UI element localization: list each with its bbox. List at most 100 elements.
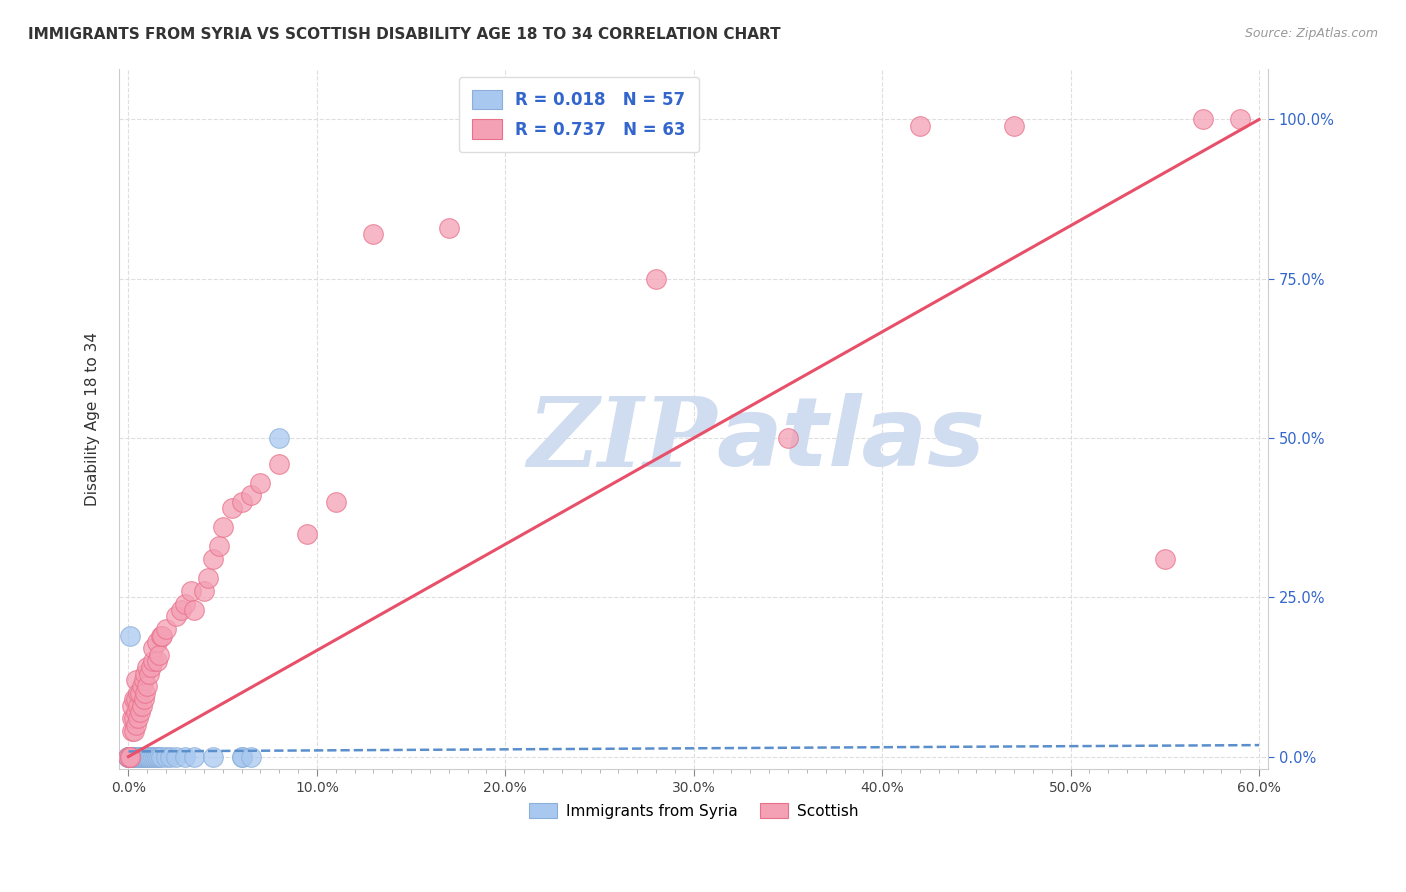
Point	[120, 628, 142, 642]
Point	[120, 749, 142, 764]
Point	[269, 457, 291, 471]
Point	[180, 583, 202, 598]
Text: IMMIGRANTS FROM SYRIA VS SCOTTISH DISABILITY AGE 18 TO 34 CORRELATION CHART: IMMIGRANTS FROM SYRIA VS SCOTTISH DISABI…	[28, 27, 780, 42]
Point	[121, 749, 143, 764]
Point	[183, 749, 205, 764]
Point	[136, 749, 159, 764]
Point	[149, 749, 172, 764]
Point	[125, 749, 148, 764]
Point	[197, 571, 219, 585]
Point	[193, 583, 215, 598]
Point	[239, 488, 262, 502]
Point	[120, 749, 142, 764]
Point	[231, 749, 253, 764]
Point	[776, 431, 799, 445]
Point	[125, 749, 148, 764]
Point	[117, 749, 139, 764]
Point	[363, 227, 385, 242]
Point	[165, 609, 187, 624]
Point	[645, 272, 668, 286]
Point	[145, 654, 167, 668]
Point	[145, 635, 167, 649]
Point	[117, 749, 139, 764]
Point	[134, 686, 156, 700]
Point	[136, 680, 159, 694]
Point	[231, 749, 253, 764]
Point	[131, 680, 153, 694]
Point	[122, 711, 145, 725]
Point	[120, 749, 142, 764]
Point	[297, 526, 319, 541]
Text: ZIP: ZIP	[527, 393, 717, 487]
Point	[159, 749, 181, 764]
Point	[269, 431, 291, 445]
Point	[134, 749, 156, 764]
Point	[117, 749, 139, 764]
Point	[120, 749, 142, 764]
Point	[132, 749, 155, 764]
Point	[148, 749, 170, 764]
Point	[231, 494, 253, 508]
Point	[121, 749, 143, 764]
Point	[120, 749, 142, 764]
Point	[125, 749, 148, 764]
Point	[155, 622, 177, 636]
Point	[127, 698, 149, 713]
Point	[127, 749, 149, 764]
Point	[121, 749, 143, 764]
Point	[139, 660, 162, 674]
Point	[128, 705, 150, 719]
Point	[132, 749, 155, 764]
Point	[1153, 552, 1175, 566]
Point	[138, 749, 160, 764]
Point	[145, 749, 167, 764]
Point	[122, 692, 145, 706]
Point	[125, 717, 148, 731]
Point	[174, 597, 197, 611]
Point	[202, 749, 225, 764]
Point	[125, 673, 148, 687]
Point	[142, 654, 165, 668]
Text: Source: ZipAtlas.com: Source: ZipAtlas.com	[1244, 27, 1378, 40]
Point	[1229, 112, 1251, 127]
Point	[221, 501, 243, 516]
Point	[122, 724, 145, 739]
Point	[122, 749, 145, 764]
Point	[239, 749, 262, 764]
Point	[183, 603, 205, 617]
Point	[148, 648, 170, 662]
Point	[120, 749, 142, 764]
Point	[170, 603, 193, 617]
Point	[125, 692, 148, 706]
Point	[122, 749, 145, 764]
Point	[139, 749, 162, 764]
Point	[142, 641, 165, 656]
Point	[117, 749, 139, 764]
Point	[531, 119, 554, 133]
Point	[121, 711, 143, 725]
Point	[127, 749, 149, 764]
Point	[149, 628, 172, 642]
Point	[127, 711, 149, 725]
Point	[155, 749, 177, 764]
Point	[127, 749, 149, 764]
Y-axis label: Disability Age 18 to 34: Disability Age 18 to 34	[86, 332, 100, 506]
Point	[136, 660, 159, 674]
Point	[136, 749, 159, 764]
Point	[150, 628, 173, 642]
Point	[134, 749, 156, 764]
Point	[131, 698, 153, 713]
Point	[165, 749, 187, 764]
Point	[127, 749, 149, 764]
Point	[122, 749, 145, 764]
Point	[325, 494, 347, 508]
Point	[121, 749, 143, 764]
Point	[121, 698, 143, 713]
Point	[132, 673, 155, 687]
Point	[437, 220, 460, 235]
Point	[138, 666, 160, 681]
Point	[128, 686, 150, 700]
Point	[125, 705, 148, 719]
Point	[249, 475, 271, 490]
Point	[122, 749, 145, 764]
